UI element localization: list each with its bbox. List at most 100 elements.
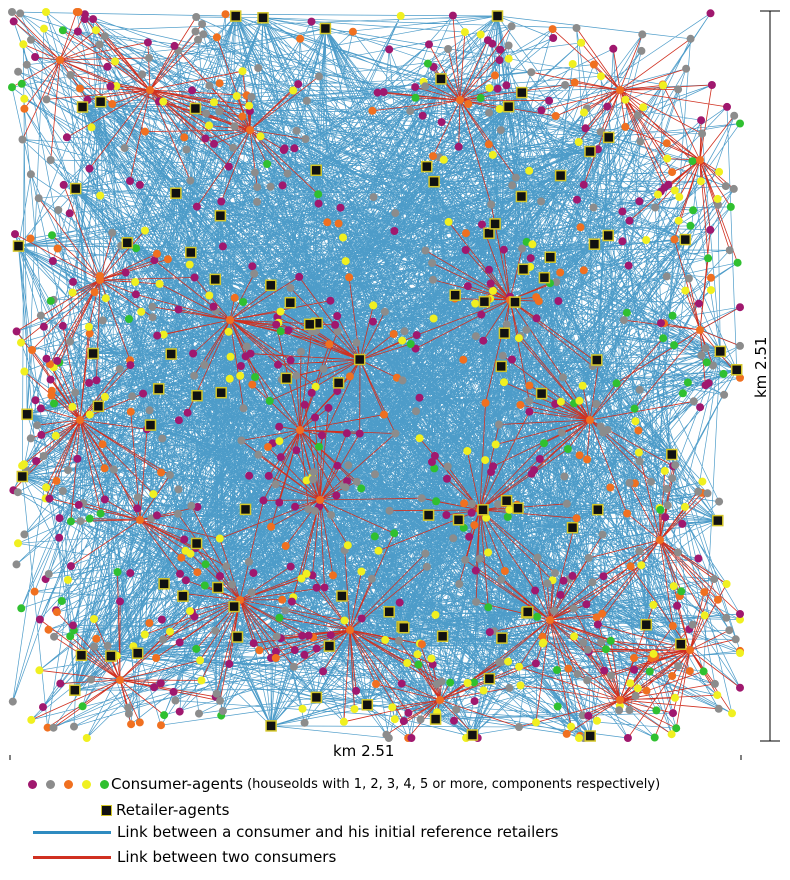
- consumer-hub-dot: [656, 536, 664, 544]
- consumer-agent-dot: [573, 670, 582, 679]
- consumer-agent-dot: [495, 420, 503, 429]
- consumer-agent-dot: [302, 476, 311, 485]
- consumer-agent-dot: [44, 570, 53, 578]
- consumer-agent-dot: [476, 93, 485, 102]
- consumer-agent-dot: [396, 11, 405, 20]
- consumer-agent-dot: [416, 715, 425, 724]
- consumer-agent-dot: [58, 26, 67, 35]
- consumer-agent-dot: [557, 428, 566, 437]
- retailer-agent-square: [566, 521, 579, 534]
- consumer-agent-dot: [163, 255, 172, 264]
- consumer-agent-dot: [98, 440, 107, 449]
- consumer-agent-dot: [700, 611, 709, 620]
- consumer-agent-dot: [304, 631, 313, 640]
- retailer-agent-square: [75, 649, 88, 662]
- consumer-agent-dot: [66, 517, 75, 526]
- consumer-agent-dot: [357, 614, 366, 623]
- consumer-agent-dot: [239, 298, 248, 306]
- consumer-agent-dot: [159, 330, 168, 339]
- consumer-agent-dot: [78, 702, 87, 711]
- consumer-agent-dot: [461, 555, 470, 564]
- consumer-agent-dot: [682, 64, 691, 73]
- consumer-agent-dot: [575, 451, 584, 460]
- legend-consumers-note: (houseolds with 1, 2, 3, 4, 5 or more, c…: [247, 776, 661, 792]
- consumer-agent-dot: [597, 638, 606, 646]
- consumer-agent-dot: [618, 207, 627, 216]
- consumer-agent-dot: [76, 517, 85, 526]
- consumer-agent-dot: [406, 340, 415, 348]
- consumer-agent-dot: [200, 581, 209, 590]
- consumer-agent-dot: [635, 457, 644, 466]
- consumer-agent-dot: [201, 560, 210, 569]
- consumer-agent-dot: [157, 468, 166, 477]
- retailer-agent-square: [12, 240, 25, 252]
- consumer-agent-dot: [192, 13, 201, 21]
- consumer-agent-dot: [58, 321, 67, 330]
- consumer-agent-dot: [500, 567, 509, 575]
- consumer-agent-dot: [166, 627, 174, 636]
- consumer-agent-dot: [688, 157, 697, 166]
- consumer-agent-dot: [460, 499, 469, 508]
- consumer-agent-dot: [483, 36, 492, 45]
- consumer-agent-dot: [205, 81, 214, 90]
- consumer-agent-dot: [532, 314, 541, 323]
- consumer-agent-dot: [20, 530, 29, 539]
- retailer-agent-square: [466, 729, 479, 741]
- consumer-agent-dot: [470, 521, 479, 530]
- consumer-agent-dot: [230, 122, 239, 131]
- consumer-agent-dot: [271, 647, 280, 656]
- consumer-agent-dot: [205, 121, 213, 130]
- consumer-agent-dot: [634, 426, 643, 435]
- consumer-agent-dot: [689, 206, 698, 215]
- consumer-agent-dot: [391, 429, 400, 438]
- consumer-agent-dot: [589, 60, 598, 69]
- consumer-agent-dot: [736, 341, 744, 350]
- retailer-agent-square: [231, 631, 244, 643]
- consumer-agent-dot: [14, 67, 23, 76]
- consumer-agent-dot: [630, 654, 638, 662]
- consumer-agent-dot: [463, 282, 472, 291]
- consumer-agent-dot: [475, 554, 484, 563]
- consumer-agent-dot: [720, 390, 729, 399]
- consumer-agent-dot: [422, 562, 431, 571]
- retailer-agent-square: [189, 102, 202, 115]
- consumer-agent-dot: [68, 288, 77, 297]
- consumer-agent-dot: [20, 367, 29, 376]
- consumer-agent-dot: [598, 530, 607, 539]
- retailer-agent-square: [496, 632, 508, 644]
- consumer-agent-dot: [431, 610, 440, 619]
- consumer-agent-dot: [686, 34, 695, 43]
- consumer-agent-dot: [471, 332, 480, 341]
- consumer-agent-dot: [286, 356, 295, 365]
- consumer-agent-dot: [697, 116, 706, 125]
- consumer-agent-dot: [174, 305, 183, 314]
- consumer-agent-dot: [135, 718, 144, 727]
- consumer-agent-dot: [706, 9, 715, 18]
- consumer-agent-dot: [482, 513, 491, 522]
- consumer-agent-dot: [42, 354, 51, 363]
- consumer-agent-dot: [553, 666, 561, 674]
- consumer-agent-dot: [553, 702, 562, 711]
- consumer-agent-dot: [46, 375, 55, 384]
- consumer-agent-dot: [259, 496, 268, 505]
- consumer-agent-dot: [357, 567, 366, 576]
- consumer-agent-dot: [149, 490, 158, 499]
- consumer-agent-dot: [677, 587, 686, 596]
- consumer-agent-dot: [639, 103, 648, 112]
- consumer-agent-dot: [399, 717, 408, 726]
- consumer-agent-dot: [8, 83, 16, 92]
- consumer-agent-dot: [527, 68, 536, 77]
- retailer-agent-square: [483, 227, 495, 240]
- consumer-agent-dot: [694, 299, 703, 308]
- consumer-agent-dot: [462, 229, 470, 238]
- consumer-agent-dot: [171, 696, 180, 705]
- consumer-agent-dot: [290, 144, 299, 153]
- consumer-agent-dot: [126, 569, 135, 578]
- consumer-agent-dot: [156, 679, 165, 688]
- consumer-agent-dot: [343, 477, 352, 486]
- consumer-agent-dot: [596, 422, 605, 431]
- consumer-agent-dot: [494, 500, 502, 509]
- consumer-agent-dot: [645, 667, 654, 676]
- consumer-agent-dot: [11, 230, 19, 239]
- consumer-agent-dot: [561, 81, 570, 89]
